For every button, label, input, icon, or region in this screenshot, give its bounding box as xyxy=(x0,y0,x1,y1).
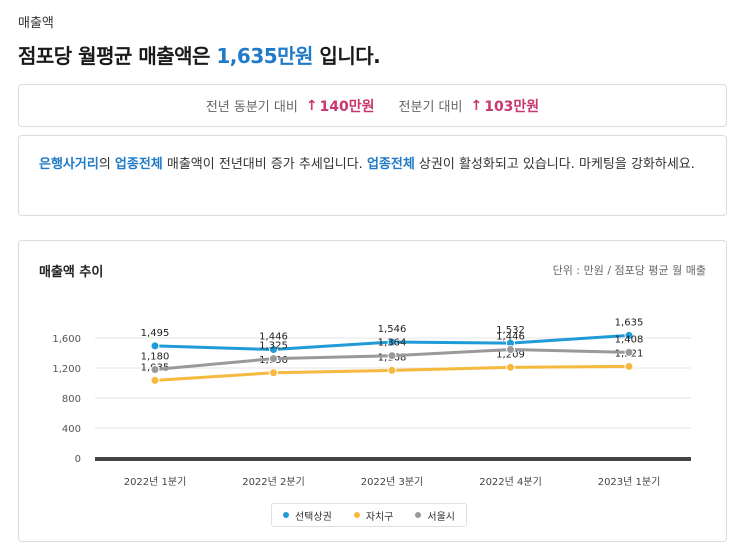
legend-label: 선택상권 xyxy=(294,511,332,523)
headline-suffix: 입니다. xyxy=(312,44,381,68)
data-label: 1,532 xyxy=(496,325,525,336)
insight-area-keyword: 은행사거리 xyxy=(39,157,99,172)
data-point xyxy=(150,341,160,351)
data-label: 1,364 xyxy=(378,338,407,349)
data-label: 1,446 xyxy=(259,332,288,343)
insight-card: 은행사거리의 업종전체 매출액이 전년대비 증가 추세입니다. 업종전체 상권이… xyxy=(18,135,727,216)
yoy-comparison: 전년 동분기 대비 ↑ 140만원 xyxy=(206,96,375,116)
chart-title: 매출액 추이 xyxy=(39,265,104,280)
data-label: 1,325 xyxy=(259,341,288,352)
x-tick-label: 2022년 3분기 xyxy=(361,476,424,488)
qoq-value: 103만원 xyxy=(484,98,540,115)
up-arrow-icon: ↑ xyxy=(470,97,483,114)
data-label: 1,446 xyxy=(496,332,525,343)
data-point xyxy=(150,365,160,374)
data-label: 1,546 xyxy=(378,324,407,335)
legend-dot-icon xyxy=(415,512,422,518)
line-chart: 0 400 800 1,200 1,600 2022년 1분기 2022년 2분기 2022년… xyxy=(52,317,691,488)
insight-text: 상권이 활성화되고 있습니다. 마케팅을 강화하세요. xyxy=(414,157,695,172)
up-arrow-icon: ↑ xyxy=(305,97,318,114)
x-axis-baseline xyxy=(95,457,691,461)
data-label: 1,209 xyxy=(496,349,525,360)
data-point xyxy=(269,368,278,378)
yoy-value: 140만원 xyxy=(319,98,375,115)
y-tick-label: 1,600 xyxy=(52,334,81,345)
insight-industry-keyword: 업종전체 xyxy=(366,157,415,172)
yoy-label: 전년 동분기 대비 xyxy=(205,100,298,115)
legend-item[interactable]: 자치구 xyxy=(353,508,394,523)
data-point xyxy=(387,351,397,361)
data-point xyxy=(624,361,634,371)
y-tick-label: 800 xyxy=(62,394,81,405)
y-tick-label: 400 xyxy=(62,424,81,435)
headline: 점포당 월평균 매출액은 1,635만원 입니다. xyxy=(18,40,381,69)
headline-value: 1,635만원 xyxy=(216,44,313,68)
qoq-label: 전분기 대비 xyxy=(398,100,463,115)
data-point xyxy=(506,345,515,355)
legend-dot-icon xyxy=(353,512,360,518)
legend-item[interactable]: 서울시 xyxy=(415,508,455,523)
data-point xyxy=(269,354,278,364)
y-tick-label: 0 xyxy=(75,454,81,465)
qoq-comparison: 전분기 대비 ↑ 103만원 xyxy=(399,96,540,116)
data-point xyxy=(624,347,634,357)
data-point xyxy=(387,337,397,347)
x-tick-label: 2023년 1분기 xyxy=(598,476,661,488)
headline-prefix: 점포당 월평균 매출액은 xyxy=(18,44,217,68)
sales-trend-chart-card: 매출액 추이 단위 : 만원 / 점포당 평균 월 매출 0 400 800 1,20… xyxy=(18,240,727,542)
insight-industry-keyword: 업종전체 xyxy=(114,157,163,172)
legend-label: 자치구 xyxy=(365,511,394,523)
comparison-card: 전년 동분기 대비 ↑ 140만원 전분기 대비 ↑ 103만원 xyxy=(18,84,727,127)
data-point xyxy=(624,330,634,340)
legend-label: 서울시 xyxy=(427,511,455,523)
insight-text: 의 xyxy=(98,157,115,172)
data-label: 1,180 xyxy=(141,352,170,363)
data-label: 1,495 xyxy=(141,328,170,339)
data-point xyxy=(506,362,515,372)
section-label: 매출액 xyxy=(18,16,54,31)
data-point xyxy=(150,375,160,385)
insight-text: 매출액이 전년대비 증가 추세입니다. xyxy=(162,157,367,172)
data-label: 1,408 xyxy=(615,334,644,345)
data-point xyxy=(269,345,278,355)
data-label: 1,635 xyxy=(615,317,644,328)
chart-unit: 단위 : 만원 / 점포당 평균 월 매출 xyxy=(552,264,706,277)
x-tick-label: 2022년 1분기 xyxy=(124,476,187,488)
x-tick-label: 2022년 2분기 xyxy=(242,476,305,488)
legend-dot-icon xyxy=(282,512,289,518)
y-tick-label: 1,200 xyxy=(52,364,81,375)
chart-legend[interactable]: 선택상권 자치구 서울시 xyxy=(271,503,467,527)
x-tick-label: 2022년 4분기 xyxy=(479,476,542,488)
data-point xyxy=(387,365,397,375)
legend-item[interactable]: 선택상권 xyxy=(282,508,332,523)
